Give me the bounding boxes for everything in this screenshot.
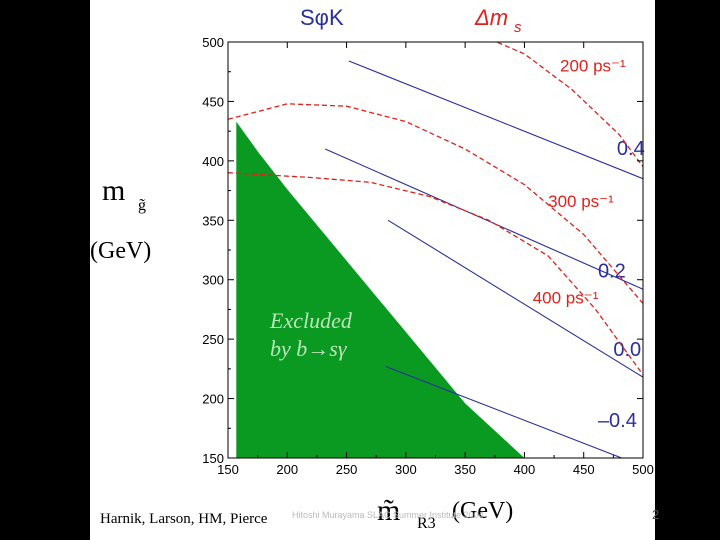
contour-label-6: 400 ps⁻¹ — [533, 288, 599, 307]
authors-footer: Harnik, Larson, HM, Pierce — [100, 511, 268, 527]
y-tick-label: 250 — [202, 332, 224, 347]
contour-label-5: 300 ps⁻¹ — [548, 192, 614, 211]
y-axis-symbol: m — [102, 174, 125, 207]
x-tick-label: 150 — [217, 462, 239, 477]
x-axis-symbol: m̃ — [377, 494, 400, 527]
x-axis-subscript: R3 — [417, 515, 436, 532]
page-number: 2 — [652, 507, 660, 522]
contour-label-3: –0.4 — [598, 410, 637, 432]
x-axis-unit: (GeV) — [452, 498, 513, 524]
contour-label-0: 0.4 — [617, 138, 645, 160]
y-tick-label: 350 — [202, 213, 224, 228]
header-delta-ms-sub: s — [514, 19, 522, 36]
excluded-label-line2: by b→sγ — [270, 336, 348, 361]
excluded-label-line1: Excluded — [269, 308, 353, 333]
y-axis-unit: (GeV) — [90, 238, 151, 264]
header-delta-ms-label: Δm — [474, 5, 508, 30]
x-tick-label: 200 — [276, 462, 298, 477]
y-axis-subscript: g̃ — [138, 197, 146, 214]
delta-ms-contour-4 — [495, 42, 643, 168]
x-tick-label: 500 — [632, 462, 654, 477]
sphik-contour-1 — [324, 148, 643, 290]
faint-footer-text: Hitoshi Murayama SLAC Summer Institute 2… — [292, 510, 484, 520]
header-sphik-label: SφK — [300, 5, 344, 30]
x-tick-label: 300 — [395, 462, 417, 477]
x-tick-label: 250 — [336, 462, 358, 477]
x-tick-label: 400 — [514, 462, 536, 477]
sphik-contour-2 — [387, 219, 643, 378]
x-tick-label: 350 — [454, 462, 476, 477]
delta-ms-contour-5 — [228, 103, 643, 304]
y-tick-label: 150 — [202, 451, 224, 466]
sphik-contour-0 — [348, 60, 643, 180]
contour-label-4: 200 ps⁻¹ — [560, 57, 626, 76]
y-tick-label: 300 — [202, 273, 224, 288]
x-tick-label: 450 — [573, 462, 595, 477]
contour-label-1: 0.2 — [598, 260, 626, 282]
y-tick-label: 500 — [202, 35, 224, 50]
chart: 0.4 0.2 0.0 –0.4 200 ps⁻¹ 300 ps⁻¹ 400 ps⁻¹ 150… — [90, 5, 654, 532]
contour-label-2: 0.0 — [613, 339, 641, 361]
y-tick-label: 400 — [202, 154, 224, 169]
y-tick-label: 450 — [202, 94, 224, 109]
delta-ms-contour-6 — [228, 172, 643, 376]
excluded-region — [236, 121, 525, 458]
sphik-contour-3 — [385, 365, 622, 458]
slide: 0.4 0.2 0.0 –0.4 200 ps⁻¹ 300 ps⁻¹ 400 ps⁻¹ 150… — [90, 0, 655, 540]
y-tick-label: 200 — [202, 392, 224, 407]
